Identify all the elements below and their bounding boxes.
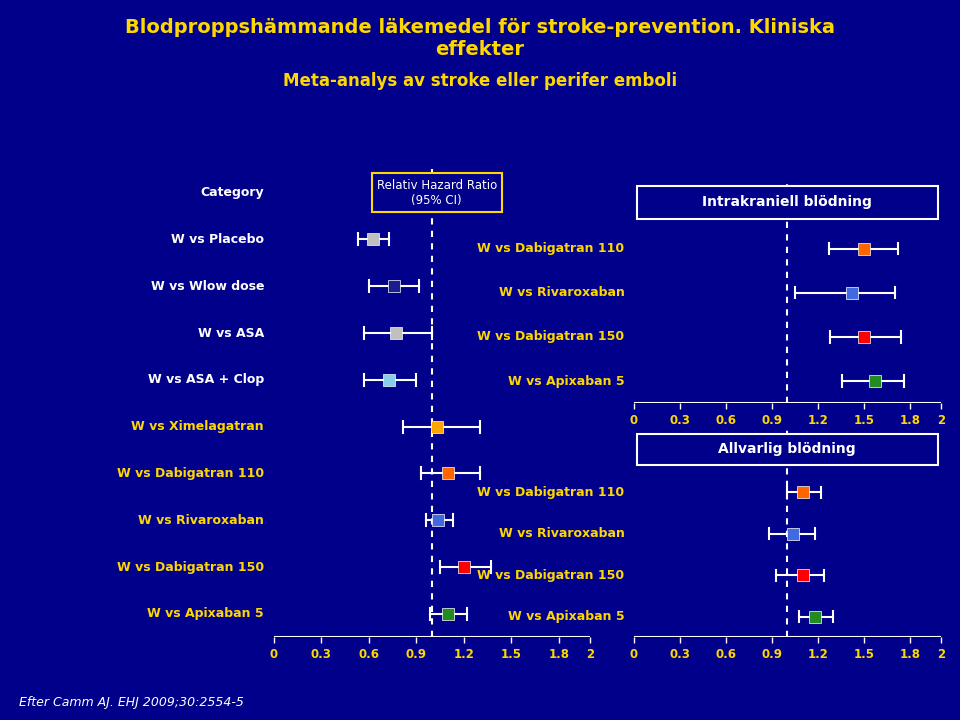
Text: W vs Dabigatran 150: W vs Dabigatran 150 <box>117 560 264 574</box>
Text: W vs Dabigatran 110: W vs Dabigatran 110 <box>477 486 624 499</box>
Text: W vs Dabigatran 150: W vs Dabigatran 150 <box>477 330 624 343</box>
Text: Meta-analys av stroke eller perifer emboli: Meta-analys av stroke eller perifer embo… <box>283 72 677 90</box>
Text: W vs Rivaroxaban: W vs Rivaroxaban <box>498 287 624 300</box>
Text: W vs Dabigatran 110: W vs Dabigatran 110 <box>477 242 624 255</box>
Text: Efter Camm AJ. EHJ 2009;30:2554-5: Efter Camm AJ. EHJ 2009;30:2554-5 <box>19 696 244 709</box>
Text: Category: Category <box>201 186 264 199</box>
Text: Allvarlig blödning: Allvarlig blödning <box>718 442 856 456</box>
Text: W vs Apixaban 5: W vs Apixaban 5 <box>148 607 264 621</box>
Text: W vs Wlow dose: W vs Wlow dose <box>151 279 264 293</box>
Text: W vs Dabigatran 110: W vs Dabigatran 110 <box>117 467 264 480</box>
Text: W vs Apixaban 5: W vs Apixaban 5 <box>508 610 624 623</box>
FancyBboxPatch shape <box>636 186 938 219</box>
Text: W vs Placebo: W vs Placebo <box>171 233 264 246</box>
Text: W vs Ximelagatran: W vs Ximelagatran <box>132 420 264 433</box>
Text: Blodproppshämmande läkemedel för stroke-prevention. Kliniska: Blodproppshämmande läkemedel för stroke-… <box>125 18 835 37</box>
Text: Relativ Hazard Ratio
(95% CI): Relativ Hazard Ratio (95% CI) <box>376 179 497 207</box>
FancyBboxPatch shape <box>372 173 502 212</box>
Text: W vs ASA: W vs ASA <box>198 326 264 340</box>
Text: W vs Apixaban 5: W vs Apixaban 5 <box>508 374 624 387</box>
Text: Intrakraniell blödning: Intrakraniell blödning <box>703 195 872 209</box>
Text: W vs ASA + Clop: W vs ASA + Clop <box>148 373 264 387</box>
Text: W vs Rivaroxaban: W vs Rivaroxaban <box>498 527 624 540</box>
FancyBboxPatch shape <box>636 433 938 465</box>
Text: W vs Dabigatran 150: W vs Dabigatran 150 <box>477 569 624 582</box>
Text: W vs Rivaroxaban: W vs Rivaroxaban <box>138 513 264 527</box>
Text: effekter: effekter <box>436 40 524 58</box>
